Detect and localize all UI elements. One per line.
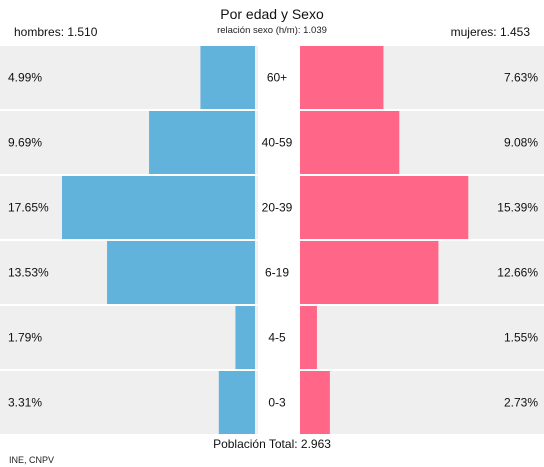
age-group-label: 4-5 xyxy=(268,331,286,345)
row-background xyxy=(302,371,544,434)
women-bar xyxy=(300,241,439,304)
women-percent-label: 2.73% xyxy=(504,396,538,410)
row-background xyxy=(302,306,544,369)
age-group-label: 40-59 xyxy=(262,136,293,150)
total-population-label: Población Total: 2.963 xyxy=(213,437,331,451)
women-percent-label: 1.55% xyxy=(504,331,538,345)
women-percent-label: 15.39% xyxy=(497,201,538,215)
men-bar xyxy=(200,46,255,109)
age-group-label: 6-19 xyxy=(265,266,289,280)
women-bar xyxy=(300,306,317,369)
women-percent-label: 9.08% xyxy=(504,136,538,150)
women-bar xyxy=(300,111,400,174)
women-percent-label: 12.66% xyxy=(497,266,538,280)
men-bar xyxy=(218,371,255,434)
women-bar xyxy=(300,46,384,109)
men-bar xyxy=(235,306,255,369)
age-group-label: 0-3 xyxy=(268,396,286,410)
men-total-label: hombres: 1.510 xyxy=(14,25,98,39)
men-bar xyxy=(149,111,255,174)
men-percent-label: 13.53% xyxy=(8,266,49,280)
row-background xyxy=(0,306,258,369)
men-percent-label: 1.79% xyxy=(8,331,42,345)
age-group-label: 20-39 xyxy=(262,201,293,215)
source-label: INE, CNPV xyxy=(9,455,55,465)
age-group-label: 60+ xyxy=(267,71,287,85)
sex-ratio-subtitle: relación sexo (h/m): 1.039 xyxy=(217,25,327,36)
men-percent-label: 3.31% xyxy=(8,396,42,410)
men-bar xyxy=(62,176,255,239)
men-percent-label: 17.65% xyxy=(8,201,49,215)
men-percent-label: 4.99% xyxy=(8,71,42,85)
women-bar xyxy=(300,371,330,434)
women-bar xyxy=(300,176,469,239)
men-bar xyxy=(107,241,255,304)
women-total-label: mujeres: 1.453 xyxy=(450,25,530,39)
row-background xyxy=(0,371,258,434)
chart-title: Por edad y Sexo xyxy=(220,6,324,22)
women-percent-label: 7.63% xyxy=(504,71,538,85)
men-percent-label: 9.69% xyxy=(8,136,42,150)
